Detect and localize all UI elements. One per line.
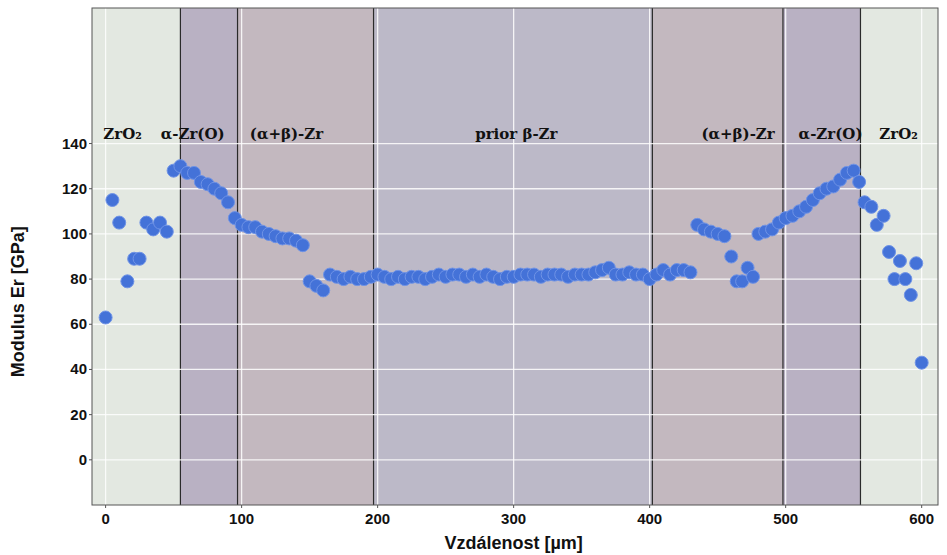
grid-line-x: [377, 8, 378, 505]
data-point: [910, 257, 923, 270]
data-point: [160, 225, 173, 238]
grid-line-y: [92, 369, 938, 370]
points: [99, 160, 928, 370]
data-point: [106, 194, 119, 207]
x-tick: [921, 505, 922, 508]
data-point: [725, 250, 738, 263]
y-tick-label: 20: [70, 406, 87, 423]
layer-label: prior β-Zr: [475, 125, 558, 143]
grid-line-x: [513, 8, 514, 505]
grid-line-y: [92, 233, 938, 234]
layer-boundary: [373, 8, 374, 505]
grid-line-x: [649, 8, 650, 505]
data-point: [222, 196, 235, 209]
layer-label: (α+β)-Zr: [701, 125, 775, 143]
data-point: [121, 275, 134, 288]
grid-line-y: [92, 414, 938, 415]
data-point: [296, 239, 309, 252]
data-point: [899, 273, 912, 286]
data-point: [133, 252, 146, 265]
y-tick-label: 80: [70, 270, 87, 287]
grid-line-y: [92, 459, 938, 460]
data-point: [865, 200, 878, 213]
x-tick: [785, 505, 786, 508]
layer-band: [180, 8, 237, 505]
layer-boundary: [180, 8, 181, 505]
x-tick-label: 300: [501, 510, 526, 527]
y-tick: [89, 188, 92, 189]
x-tick-label: 100: [229, 510, 254, 527]
data-point: [904, 288, 917, 301]
grid-line-x: [785, 8, 786, 505]
layer-band: [238, 8, 374, 505]
layer-band: [860, 8, 938, 505]
y-tick: [89, 324, 92, 325]
plot-frame: [92, 8, 938, 505]
layer-label: ZrO₂: [879, 125, 918, 143]
layer-label: α-Zr(O): [161, 125, 225, 143]
x-tick-label: 400: [637, 510, 662, 527]
x-tick: [649, 505, 650, 508]
data-point: [317, 284, 330, 297]
y-axis-title: Modulus Er [GPa]: [8, 226, 28, 377]
x-tick-label: 200: [365, 510, 390, 527]
x-tick: [513, 505, 514, 508]
y-tick-label: 40: [70, 360, 87, 377]
y-tick-label: 140: [62, 135, 87, 152]
plot-area: [92, 8, 938, 505]
y-tick-label: 120: [62, 180, 87, 197]
layer-boundary: [782, 8, 783, 505]
layer-band: [783, 8, 861, 505]
y-tick: [89, 459, 92, 460]
x-tick: [377, 505, 378, 508]
data-point: [893, 255, 906, 268]
layer-boundary: [860, 8, 861, 505]
x-tick: [105, 505, 106, 508]
layer-band: [652, 8, 783, 505]
data-point: [877, 209, 890, 222]
y-tick-label: 60: [70, 315, 87, 332]
x-tick: [241, 505, 242, 508]
x-tick-label: 0: [101, 510, 109, 527]
layer-band: [374, 8, 653, 505]
layer-band: [92, 8, 180, 505]
grid-line-x: [105, 8, 106, 505]
layer-label: α-Zr(O): [799, 125, 863, 143]
chart: ZrO₂ α-Zr(O) (α+β)-Zr prior β-Zr (α+β)-Zr α-Z…: [0, 0, 947, 555]
y-tick: [89, 233, 92, 234]
layer-boundary: [652, 8, 653, 505]
y-tick: [89, 414, 92, 415]
data-point: [747, 270, 760, 283]
data-point: [113, 216, 126, 229]
y-tick-label: 0: [79, 451, 87, 468]
x-axis-title: Vzdálenost [µm]: [444, 533, 582, 553]
layer-label: ZrO₂: [103, 125, 142, 143]
x-tick-label: 600: [909, 510, 934, 527]
data-point: [915, 356, 928, 369]
layer-label: (α+β)-Zr: [250, 125, 324, 143]
y-tick: [89, 369, 92, 370]
grid-line-x: [241, 8, 242, 505]
data-point: [99, 311, 112, 324]
y-tick: [89, 279, 92, 280]
x-tick-label: 500: [773, 510, 798, 527]
data-point: [718, 230, 731, 243]
grid-line-y: [92, 324, 938, 325]
grid-line-y: [92, 143, 938, 144]
grid-line-x: [921, 8, 922, 505]
y-tick-label: 100: [62, 225, 87, 242]
data-point: [684, 266, 697, 279]
data-point: [853, 175, 866, 188]
y-tick: [89, 143, 92, 144]
data-point: [883, 245, 896, 258]
layer-boundary: [237, 8, 238, 505]
